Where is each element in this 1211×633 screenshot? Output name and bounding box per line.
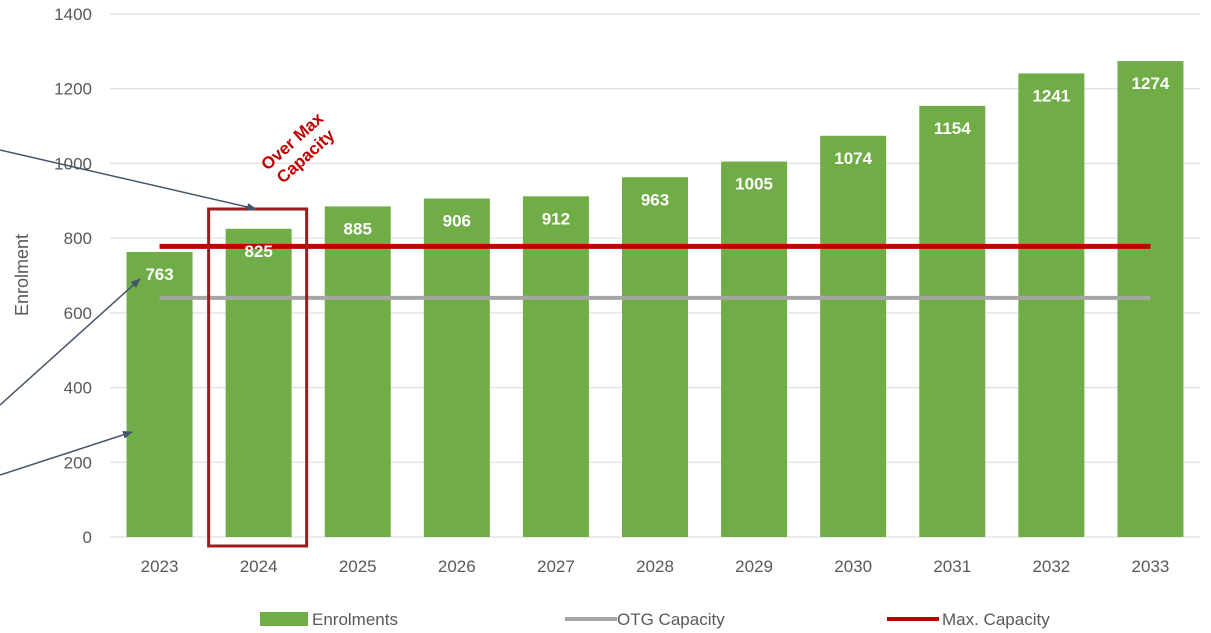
y-tick-label: 400 <box>64 379 92 398</box>
data-label: 1154 <box>934 119 971 138</box>
y-axis-label: Enrolment <box>12 234 32 316</box>
data-label: 963 <box>641 190 669 209</box>
y-tick-label: 1200 <box>54 80 92 99</box>
legend-enrolments: Enrolments <box>260 610 398 629</box>
enrolment-bars <box>126 61 1184 538</box>
callout-arrow-1 <box>0 149 257 211</box>
legend-label: OTG Capacity <box>617 610 725 629</box>
data-label: 906 <box>443 212 471 231</box>
legend-max-capacity: Max. Capacity <box>887 610 1050 629</box>
y-tick-label: 0 <box>83 528 92 547</box>
bar-2032 <box>1018 73 1085 537</box>
callout-arrows <box>0 149 257 476</box>
legend-otg-capacity: OTG Capacity <box>565 610 725 629</box>
bar-2029 <box>721 161 788 537</box>
bar-2023 <box>126 251 193 537</box>
data-labels: 763 825 885 906 912 963 1005 1074 1154 1241 1274 <box>145 74 1170 284</box>
x-tick-label: 2030 <box>834 557 872 576</box>
legend-label: Enrolments <box>312 610 398 629</box>
x-axis-tick-labels: 2023 2024 2025 2026 2027 2028 2029 2030 2031 2032… <box>141 557 1170 576</box>
callout-arrow-2 <box>0 278 141 406</box>
y-tick-label: 600 <box>64 304 92 323</box>
bar-2030 <box>820 135 887 537</box>
x-tick-label: 2031 <box>933 557 971 576</box>
highlight-box <box>207 207 309 548</box>
data-label: 912 <box>542 209 570 228</box>
bar-2031 <box>919 105 986 538</box>
x-tick-label: 2026 <box>438 557 476 576</box>
capacity-lines <box>159 243 1151 300</box>
y-tick-label: 200 <box>64 453 92 472</box>
x-tick-label: 2027 <box>537 557 575 576</box>
x-tick-label: 2025 <box>339 557 377 576</box>
data-label: 825 <box>244 242 272 261</box>
x-tick-label: 2024 <box>240 557 278 576</box>
data-label: 885 <box>344 219 372 238</box>
x-tick-label: 2033 <box>1132 557 1170 576</box>
x-tick-label: 2029 <box>735 557 773 576</box>
data-label: 1241 <box>1032 86 1070 105</box>
data-label: 763 <box>145 265 173 284</box>
x-tick-label: 2023 <box>141 557 179 576</box>
y-tick-label: 800 <box>64 229 92 248</box>
data-label: 1005 <box>735 175 773 194</box>
legend: Enrolments OTG Capacity Max. Capacity <box>260 610 1050 629</box>
data-label: 1074 <box>834 149 872 168</box>
bar-2027 <box>522 196 589 537</box>
bar-2028 <box>622 177 688 537</box>
bar-2026 <box>423 198 490 537</box>
y-tick-label: 1400 <box>54 5 92 24</box>
bar-2024 <box>225 228 292 537</box>
data-label: 1274 <box>1132 74 1170 93</box>
x-tick-label: 2028 <box>636 557 674 576</box>
callout-arrow-3 <box>0 430 133 476</box>
legend-label: Max. Capacity <box>942 610 1050 629</box>
legend-swatch <box>260 612 308 626</box>
bar-2025 <box>324 206 391 537</box>
x-tick-label: 2032 <box>1032 557 1070 576</box>
